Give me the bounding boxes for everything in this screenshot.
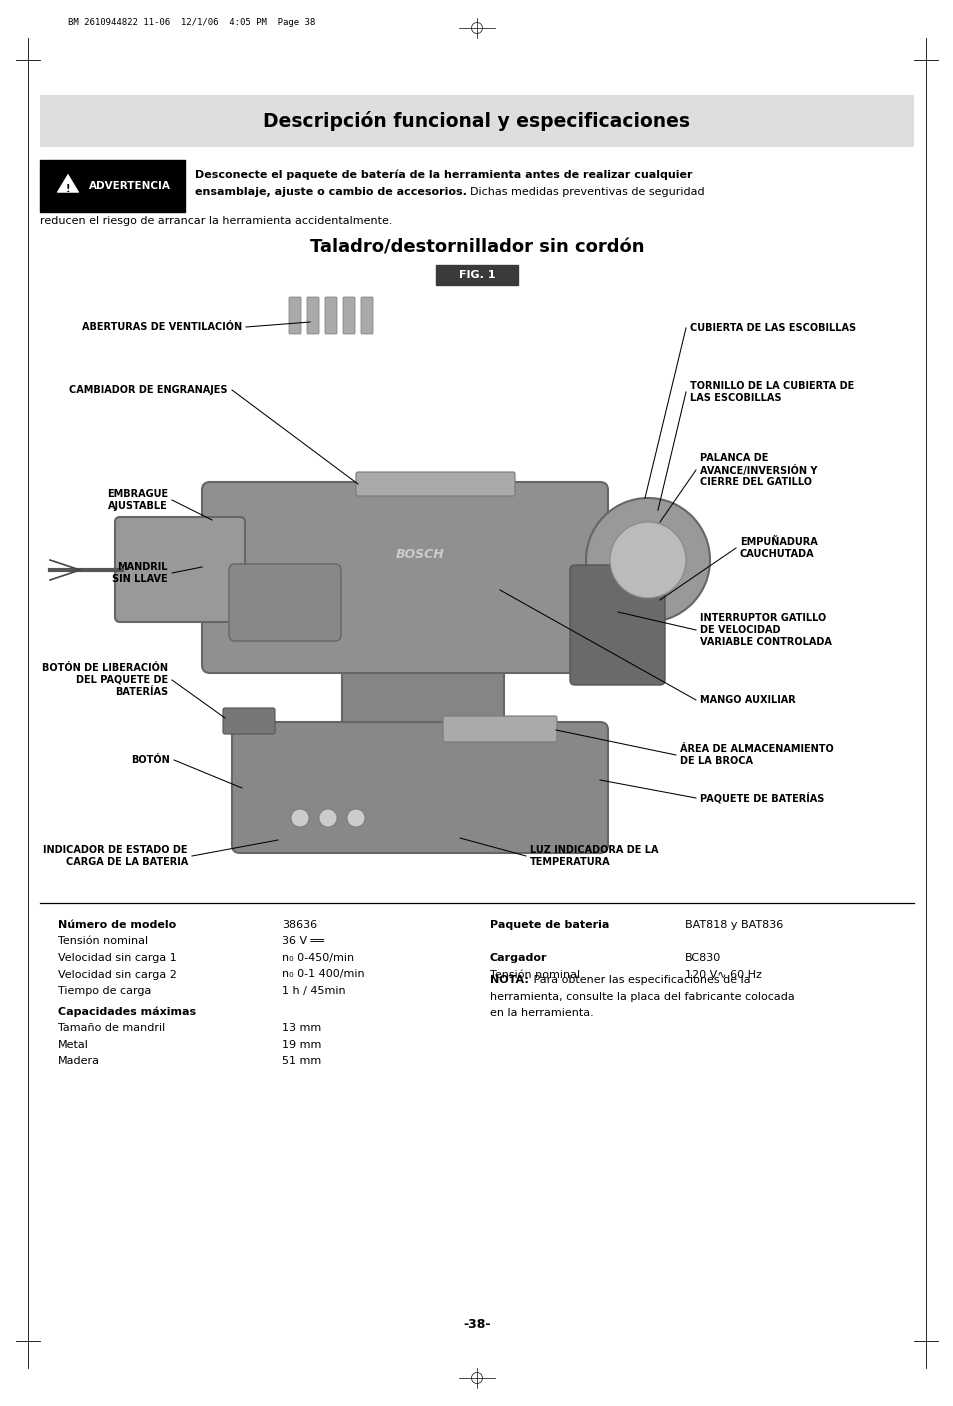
Text: 36 V ══: 36 V ══ (282, 936, 324, 946)
Text: EMPUÑADURA
CAUCHUTADA: EMPUÑADURA CAUCHUTADA (740, 537, 817, 558)
Text: Velocidad sin carga 2: Velocidad sin carga 2 (58, 970, 176, 980)
FancyBboxPatch shape (341, 484, 503, 751)
Circle shape (347, 808, 365, 827)
Text: -38-: -38- (463, 1319, 490, 1331)
Text: !: ! (66, 184, 71, 194)
Text: Desconecte el paquete de batería de la herramienta antes de realizar cualquier: Desconecte el paquete de batería de la h… (194, 170, 692, 180)
Text: ADVERTENCIA: ADVERTENCIA (89, 181, 171, 191)
FancyBboxPatch shape (115, 517, 245, 621)
FancyBboxPatch shape (289, 297, 301, 335)
Text: 19 mm: 19 mm (282, 1039, 321, 1049)
FancyBboxPatch shape (223, 709, 274, 734)
Text: LUZ INDICADORA DE LA
TEMPERATURA: LUZ INDICADORA DE LA TEMPERATURA (530, 845, 658, 868)
FancyBboxPatch shape (360, 297, 373, 335)
Text: Tiempo de carga: Tiempo de carga (58, 986, 152, 995)
Text: 38636: 38636 (282, 920, 316, 929)
Text: Dichas medidas preventivas de seguridad: Dichas medidas preventivas de seguridad (462, 187, 704, 197)
Text: n₀ 0-1 400/min: n₀ 0-1 400/min (282, 970, 364, 980)
Text: en la herramienta.: en la herramienta. (490, 1008, 593, 1018)
Circle shape (291, 808, 309, 827)
Text: reducen el riesgo de arrancar la herramienta accidentalmente.: reducen el riesgo de arrancar la herrami… (40, 217, 392, 226)
Text: NOTA:: NOTA: (490, 974, 528, 986)
Text: Madera: Madera (58, 1056, 100, 1066)
Text: MANGO AUXILIAR: MANGO AUXILIAR (700, 695, 795, 704)
Text: 120 V∿ 60 Hz: 120 V∿ 60 Hz (684, 970, 761, 980)
FancyBboxPatch shape (569, 565, 664, 685)
Text: 51 mm: 51 mm (282, 1056, 321, 1066)
Text: MANDRIL
SIN LLAVE: MANDRIL SIN LLAVE (112, 562, 168, 583)
Text: Descripción funcional y especificaciones: Descripción funcional y especificaciones (263, 111, 690, 131)
Text: PALANCA DE
AVANCE/INVERSIÓN Y
CIERRE DEL GATILLO: PALANCA DE AVANCE/INVERSIÓN Y CIERRE DEL… (700, 453, 817, 488)
FancyBboxPatch shape (355, 472, 515, 496)
FancyBboxPatch shape (232, 723, 607, 853)
Text: ABERTURAS DE VENTILACIÓN: ABERTURAS DE VENTILACIÓN (82, 322, 242, 332)
Text: BOSCH: BOSCH (395, 548, 444, 561)
FancyBboxPatch shape (229, 564, 340, 641)
Polygon shape (57, 174, 79, 193)
FancyBboxPatch shape (442, 716, 557, 742)
FancyBboxPatch shape (307, 297, 318, 335)
Text: 1 h / 45min: 1 h / 45min (282, 986, 345, 995)
Text: BOTÓN DE LIBERACIÓN
DEL PAQUETE DE
BATERÍAS: BOTÓN DE LIBERACIÓN DEL PAQUETE DE BATER… (42, 664, 168, 696)
FancyBboxPatch shape (40, 160, 185, 212)
Text: TORNILLO DE LA CUBIERTA DE
LAS ESCOBILLAS: TORNILLO DE LA CUBIERTA DE LAS ESCOBILLA… (689, 381, 853, 402)
Text: INDICADOR DE ESTADO DE
CARGA DE LA BATERIA: INDICADOR DE ESTADO DE CARGA DE LA BATER… (44, 845, 188, 868)
Text: Tensión nominal: Tensión nominal (490, 970, 579, 980)
FancyBboxPatch shape (325, 297, 336, 335)
Circle shape (585, 498, 709, 621)
Text: Tamaño de mandril: Tamaño de mandril (58, 1024, 165, 1033)
Text: ÁREA DE ALMACENAMIENTO
DE LA BROCA: ÁREA DE ALMACENAMIENTO DE LA BROCA (679, 744, 833, 766)
Text: Paquete de bateria: Paquete de bateria (490, 920, 609, 929)
Text: Taladro/destornillador sin cordón: Taladro/destornillador sin cordón (310, 238, 643, 256)
Text: Tensión nominal: Tensión nominal (58, 936, 148, 946)
FancyBboxPatch shape (343, 297, 355, 335)
Text: CAMBIADOR DE ENGRANAJES: CAMBIADOR DE ENGRANAJES (70, 385, 228, 395)
FancyBboxPatch shape (202, 482, 607, 673)
Circle shape (609, 522, 685, 598)
Text: PAQUETE DE BATERÍAS: PAQUETE DE BATERÍAS (700, 792, 823, 804)
Text: Capacidades máximas: Capacidades máximas (58, 1007, 196, 1017)
Text: Para obtener las especificaciones de la: Para obtener las especificaciones de la (530, 974, 750, 986)
Text: Metal: Metal (58, 1039, 89, 1049)
Text: herramienta, consulte la placa del fabricante colocada: herramienta, consulte la placa del fabri… (490, 991, 794, 1001)
Text: ensamblaje, ajuste o cambio de accesorios.: ensamblaje, ajuste o cambio de accesorio… (194, 187, 466, 197)
Text: Cargador: Cargador (490, 953, 547, 963)
Text: BOTÓN: BOTÓN (132, 755, 170, 765)
Text: Número de modelo: Número de modelo (58, 920, 176, 929)
Text: n₀ 0-450/min: n₀ 0-450/min (282, 953, 354, 963)
Text: BM 2610944822 11-06  12/1/06  4:05 PM  Page 38: BM 2610944822 11-06 12/1/06 4:05 PM Page… (68, 18, 314, 27)
Text: INTERRUPTOR GATILLO
DE VELOCIDAD
VARIABLE CONTROLADA: INTERRUPTOR GATILLO DE VELOCIDAD VARIABL… (700, 613, 831, 647)
Text: Velocidad sin carga 1: Velocidad sin carga 1 (58, 953, 176, 963)
Circle shape (318, 808, 336, 827)
Text: BAT818 y BAT836: BAT818 y BAT836 (684, 920, 782, 929)
FancyBboxPatch shape (40, 96, 913, 148)
Text: CUBIERTA DE LAS ESCOBILLAS: CUBIERTA DE LAS ESCOBILLAS (689, 323, 855, 333)
Text: 13 mm: 13 mm (282, 1024, 321, 1033)
Text: EMBRAGUE
AJUSTABLE: EMBRAGUE AJUSTABLE (107, 489, 168, 510)
FancyBboxPatch shape (436, 264, 517, 285)
Text: BC830: BC830 (684, 953, 720, 963)
Text: FIG. 1: FIG. 1 (458, 270, 495, 280)
